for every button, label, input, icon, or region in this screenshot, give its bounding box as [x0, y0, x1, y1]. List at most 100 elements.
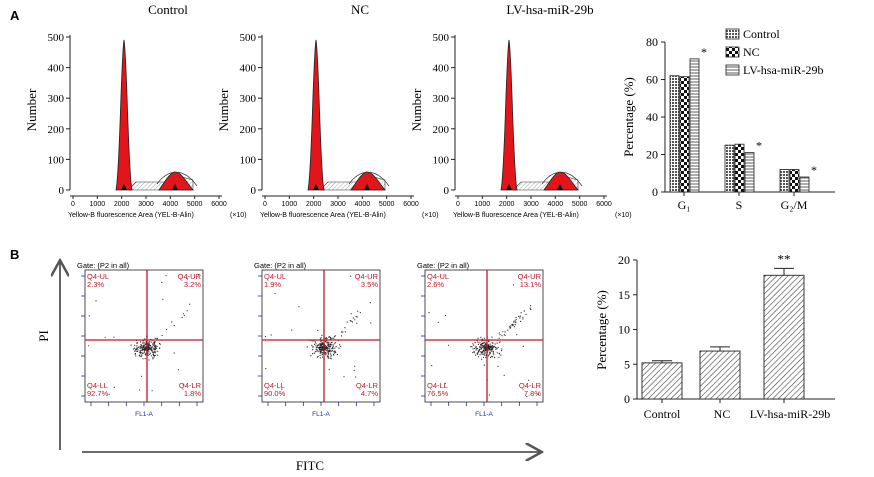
flow-event	[140, 375, 143, 377]
flow-event	[332, 344, 334, 346]
flow-event	[355, 376, 357, 378]
flow-event	[474, 342, 476, 344]
flow-event	[515, 322, 517, 324]
flow-event	[479, 351, 482, 353]
flow-event	[140, 356, 142, 358]
histogram-ytick-label: 200	[433, 124, 450, 136]
flow-event	[153, 342, 155, 345]
flow-event	[483, 347, 485, 349]
panel-label-b: B	[10, 247, 19, 262]
histogram-xtick-label: 5000	[379, 201, 395, 208]
flow-event	[327, 344, 329, 346]
flow-event	[482, 353, 484, 355]
flow-event	[311, 344, 313, 346]
histogram-xtick-label: 1000	[282, 201, 298, 208]
flow-event	[490, 350, 492, 352]
histogram-title: Control	[148, 2, 188, 17]
quadrant-name: Q4-LL	[264, 381, 285, 390]
bar-a-bar	[744, 152, 755, 193]
flow-event	[317, 349, 319, 351]
flow-xaxis-label: FL1-A	[312, 411, 330, 418]
flow-event	[480, 336, 482, 338]
histogram-ytick-label: 400	[48, 63, 65, 75]
flow-event	[153, 341, 155, 343]
flow-event	[475, 349, 477, 351]
flow-event	[331, 347, 334, 349]
flow-event	[145, 349, 147, 351]
quadrant-value: 3.5%	[361, 280, 378, 289]
flow-event	[335, 346, 337, 348]
flow-event	[147, 345, 149, 347]
bar-a-category-label: G₁	[678, 198, 691, 212]
flow-event	[515, 320, 517, 322]
flow-event	[479, 342, 481, 344]
flow-event	[320, 350, 322, 352]
flow-event	[134, 350, 136, 352]
flow-event	[152, 344, 154, 346]
bar-a-bar	[789, 169, 800, 193]
histogram-ytick-label: 300	[48, 93, 65, 105]
histogram-xtick-label: 4000	[163, 201, 179, 208]
flow-event	[153, 346, 155, 348]
flow-event	[475, 345, 477, 348]
flow-event	[133, 347, 136, 349]
flow-event	[488, 394, 490, 396]
flow-event	[264, 335, 267, 338]
flow-event	[319, 357, 321, 359]
flow-event	[165, 328, 168, 330]
flow-event	[473, 344, 475, 346]
flow-event	[491, 355, 493, 358]
flow-event	[333, 336, 336, 338]
flow-event	[326, 342, 328, 344]
flow-event	[153, 354, 155, 357]
flow-event	[500, 350, 502, 352]
flow-event	[477, 356, 479, 358]
flow-event	[484, 352, 486, 354]
histogram-xlabel: Yellow-B fluorescence Area (YEL-B-Alin)	[68, 212, 194, 219]
histogram-ylabel: Number	[24, 88, 39, 131]
flow-event	[483, 351, 485, 353]
histogram-ytick-label: 500	[433, 32, 450, 44]
flow-event	[482, 356, 485, 358]
flow-event	[153, 352, 155, 354]
flow-event	[319, 354, 321, 357]
flow-event	[319, 343, 321, 345]
flow-event	[141, 344, 143, 347]
bar-b-bar	[763, 274, 805, 400]
flow-event	[320, 338, 322, 340]
flow-event	[153, 356, 155, 358]
flow-event	[298, 306, 300, 308]
flow-event	[152, 350, 154, 352]
flow-event	[182, 384, 184, 386]
flow-event	[138, 355, 140, 357]
flow-event	[315, 350, 317, 352]
histogram-fit-curve	[541, 171, 583, 187]
histogram-ytick-label: 0	[59, 185, 65, 197]
flow-event	[148, 345, 150, 347]
flow-event	[326, 355, 328, 357]
flow-event	[339, 344, 341, 346]
flow-event	[150, 355, 152, 357]
flow-event	[350, 320, 352, 322]
flow-event	[344, 331, 346, 333]
quadrant-name: Q4-LR	[179, 381, 202, 390]
histogram-xtick-label: 4000	[548, 201, 564, 208]
flow-event	[315, 343, 317, 345]
flow-event	[489, 348, 491, 350]
flow-event	[326, 347, 328, 349]
flow-event	[318, 349, 321, 351]
flow-event	[183, 314, 185, 316]
flow-event	[147, 349, 149, 351]
flow-event	[313, 340, 315, 342]
flow-event	[359, 311, 361, 314]
flow-event	[437, 321, 439, 323]
flow-event	[335, 351, 337, 353]
flow-event	[329, 345, 331, 347]
flow-event	[161, 281, 163, 283]
flow-event	[141, 354, 143, 356]
flow-event	[319, 346, 321, 348]
bar-b-category-label: Control	[644, 407, 681, 421]
flow-event	[313, 343, 315, 345]
flow-event	[520, 320, 522, 322]
flow-event	[329, 349, 332, 351]
